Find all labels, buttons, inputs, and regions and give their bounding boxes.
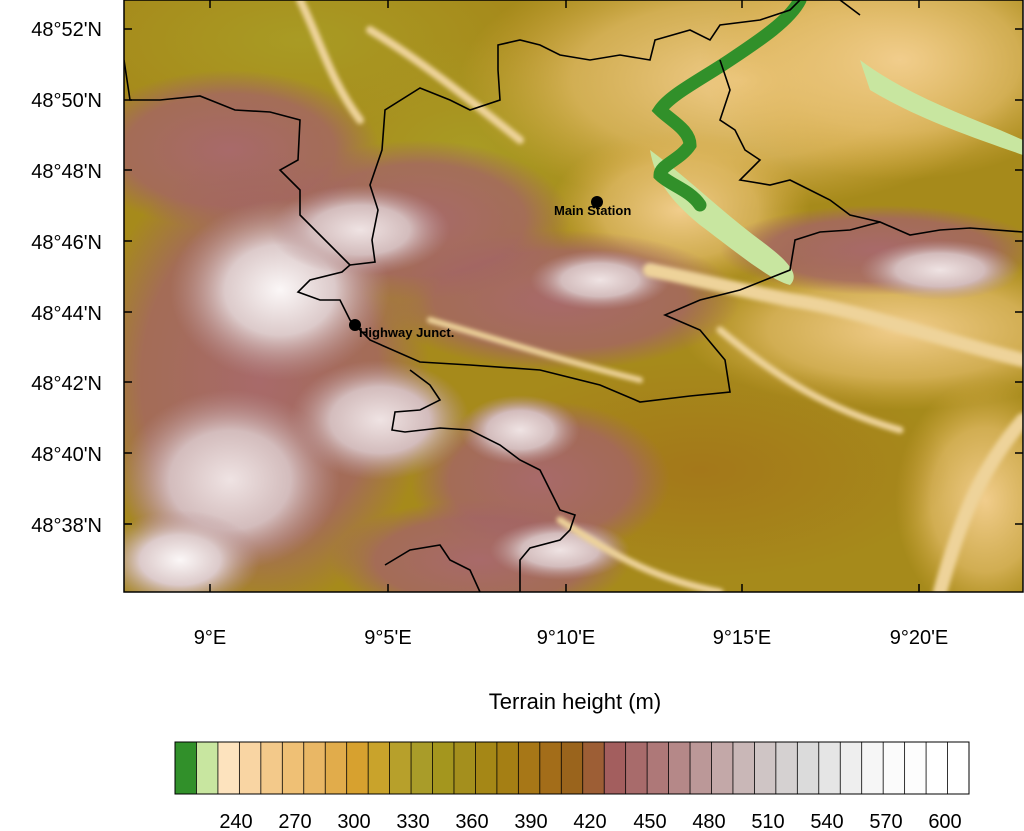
- colorbar-swatch: [475, 742, 498, 794]
- y-tick-label: 48°50'N: [31, 90, 102, 112]
- colorbar-swatch: [625, 742, 648, 794]
- colorbar-swatch: [432, 742, 455, 794]
- colorbar-swatch: [904, 742, 927, 794]
- colorbar-label: 330: [396, 811, 429, 831]
- colorbar-swatch: [217, 742, 240, 794]
- colorbar-swatch: [411, 742, 433, 794]
- colorbar-title: Terrain height (m): [489, 689, 661, 714]
- colorbar: [174, 741, 970, 795]
- colorbar-label: 570: [869, 811, 902, 831]
- axis-ticks: [124, 0, 1023, 592]
- y-tick-label: 48°42'N: [31, 373, 102, 395]
- colorbar-swatch: [604, 742, 626, 794]
- colorbar-swatch: [496, 742, 519, 794]
- colorbar-swatch: [840, 742, 862, 794]
- y-tick-label: 48°46'N: [31, 232, 102, 254]
- colorbar-swatch: [389, 742, 412, 794]
- y-tick-label: 48°52'N: [31, 19, 102, 41]
- colorbar-label: 450: [633, 811, 666, 831]
- colorbar-swatch: [582, 742, 605, 794]
- colorbar-swatch: [539, 742, 562, 794]
- colorbar-swatch: [175, 742, 197, 794]
- y-tick-label: 48°48'N: [31, 161, 102, 183]
- x-tick-label: 9°10'E: [537, 627, 596, 649]
- colorbar-swatch: [260, 742, 283, 794]
- location-dot-icon: [349, 319, 361, 331]
- colorbar-swatch: [818, 742, 841, 794]
- colorbar-swatch: [561, 742, 584, 794]
- colorbar-label: 480: [692, 811, 725, 831]
- colorbar-swatch: [711, 742, 734, 794]
- marker-label: Main Station: [554, 203, 631, 218]
- colorbar-swatch: [647, 742, 669, 794]
- colorbar-swatch: [239, 742, 262, 794]
- colorbar-label: 300: [337, 811, 370, 831]
- colorbar-label: 540: [810, 811, 843, 831]
- colorbar-swatch: [453, 742, 476, 794]
- colorbar-labels: 240 270 300 330 360 390 420 450 480 510 …: [219, 811, 961, 831]
- colorbar-label: 270: [278, 811, 311, 831]
- colorbar-swatch: [668, 742, 691, 794]
- marker-main-station: Main Station: [554, 196, 631, 218]
- colorbar-swatch: [775, 742, 798, 794]
- y-tick-label: 48°40'N: [31, 444, 102, 466]
- colorbar-swatch: [690, 742, 712, 794]
- colorbar-swatch: [518, 742, 541, 794]
- map-frame: [123, 0, 1024, 593]
- district-boundaries: [124, 0, 1023, 592]
- colorbar-swatch: [797, 742, 820, 794]
- x-tick-label: 9°E: [194, 627, 226, 649]
- x-tick-label: 9°5'E: [364, 627, 411, 649]
- colorbar-swatch: [346, 742, 369, 794]
- y-axis: 48°52'N 48°50'N 48°48'N 48°46'N 48°44'N …: [31, 19, 102, 537]
- x-tick-label: 9°15'E: [713, 627, 772, 649]
- colorbar-label: 600: [928, 811, 961, 831]
- colorbar-swatch: [196, 742, 219, 794]
- colorbar-swatch: [282, 742, 305, 794]
- marker-highway-junction: Highway Junct.: [349, 319, 454, 340]
- colorbar-swatch: [883, 742, 905, 794]
- colorbar-swatch: [325, 742, 347, 794]
- colorbar-label: 390: [514, 811, 547, 831]
- colorbar-swatch: [926, 742, 948, 794]
- colorbar-frame: [174, 741, 970, 795]
- y-tick-label: 48°44'N: [31, 303, 102, 325]
- colorbar-swatch: [368, 742, 390, 794]
- colorbar-label: 510: [751, 811, 784, 831]
- location-dot-icon: [591, 196, 603, 208]
- colorbar-swatch: [754, 742, 777, 794]
- colorbar-swatch: [861, 742, 884, 794]
- marker-label: Highway Junct.: [359, 325, 454, 340]
- colorbar-label: 360: [455, 811, 488, 831]
- terrain-raster: [124, 0, 1023, 592]
- colorbar-swatch: [732, 742, 755, 794]
- colorbar-label: 240: [219, 811, 252, 831]
- x-tick-label: 9°20'E: [890, 627, 949, 649]
- colorbar-label: 420: [573, 811, 606, 831]
- colorbar-swatch: [947, 742, 970, 794]
- colorbar-swatch: [303, 742, 326, 794]
- y-tick-label: 48°38'N: [31, 515, 102, 537]
- x-axis: 9°E 9°5'E 9°10'E 9°15'E 9°20'E: [194, 627, 949, 649]
